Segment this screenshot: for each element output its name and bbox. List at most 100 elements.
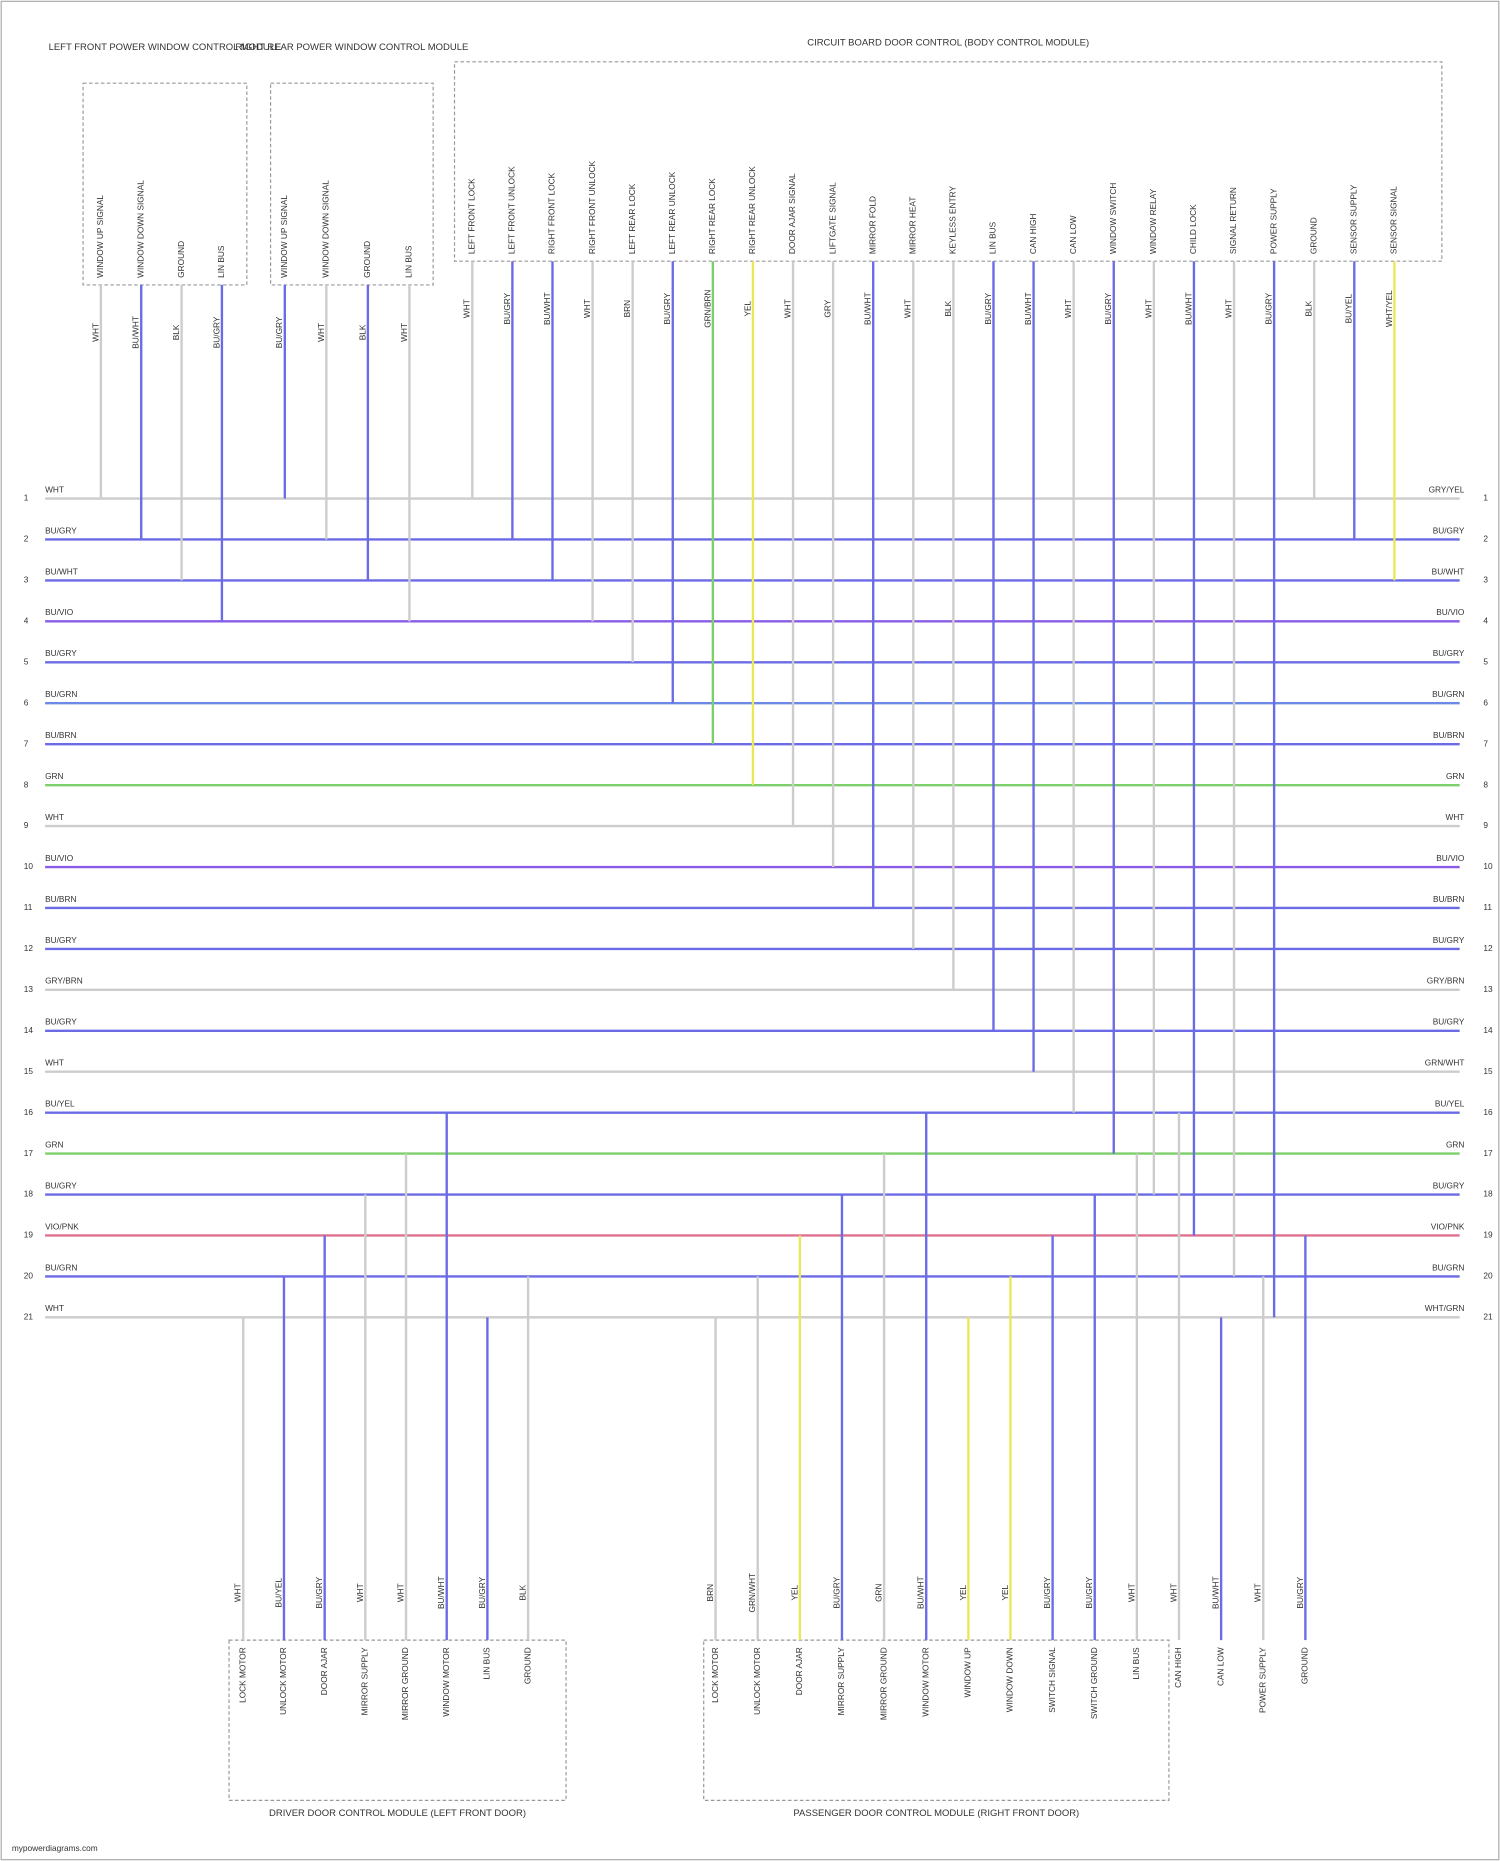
pin-name: RIGHT FRONT UNLOCK [587,160,597,254]
pin-number: 9 [24,820,29,830]
wire-label: BU/GRN [45,689,77,699]
wire-label: WHT [45,484,64,494]
pin-name: DOOR AJAR [319,1647,329,1695]
wire-label: BU/GRN [1432,689,1464,699]
wire-label: WHT [45,1058,64,1068]
wire-label: BU/GRY [314,1576,324,1608]
wire-label: BU/BRN [45,730,76,740]
wire-label: WHT [399,323,409,342]
wire-label: BU/BRN [1433,730,1464,740]
pin-name: LEFT REAR LOCK [627,183,637,254]
pin-number: 19 [24,1230,34,1240]
pin-name: WINDOW MOTOR [920,1647,930,1716]
wire-label: YEL [1000,1584,1010,1600]
wire-label: BU/GRY [45,935,77,945]
pin-number: 10 [24,861,34,871]
wire-label: BU/GRY [1433,1017,1465,1027]
pin-name: LIN BUS [404,245,414,278]
pin-number: 10 [1483,861,1493,871]
wire-label: BLK [171,324,181,340]
pin-number: 5 [24,656,29,666]
pin-name: LOCK MOTOR [237,1647,247,1703]
pin-number: 15 [24,1066,34,1076]
pin-number: 3 [24,575,29,585]
wire-label: BU/YEL [45,1099,75,1109]
wire-label: BLK [357,324,367,340]
wire-label: BU/GRY [1084,1576,1094,1608]
pin-number: 8 [1483,779,1488,789]
pin-name: RIGHT REAR LOCK [707,178,717,254]
pin-number: 17 [24,1148,34,1158]
pin-name: MIRROR HEAT [907,197,917,254]
pin-number: 5 [1483,656,1488,666]
pin-name: CHILD LOCK [1188,204,1198,254]
pin-name: POWER SUPPLY [1268,188,1278,254]
wire-label: YEL [742,300,752,316]
wire-label: WHT [1223,299,1233,318]
pin-name: LIN BUS [216,245,226,278]
pin-name: WINDOW SWITCH [1108,183,1118,254]
wire-label: BU/GRY [274,316,284,348]
wire-label: WHT [395,1583,405,1602]
pin-name: UNLOCK MOTOR [278,1647,288,1715]
pin-name: WINDOW DOWN SIGNAL [135,180,145,278]
pin-name: RIGHT FRONT LOCK [547,172,557,254]
pin-name: DOOR AJAR SIGNAL [787,173,797,254]
pin-name: MIRROR GROUND [878,1647,888,1720]
wire-label: WHT [45,812,64,822]
pin-number: 8 [24,779,29,789]
wire-label: BU/VIO [1436,853,1465,863]
module-box [453,61,1443,262]
pin-name: LIFTGATE SIGNAL [827,182,837,254]
wire-label: BU/GRN [1432,1262,1464,1272]
pin-name: SIGNAL RETURN [1228,187,1238,254]
wire-label: GRN/BRN [702,290,712,328]
pin-number: 6 [1483,697,1488,707]
pin-name: GROUND [362,241,372,278]
pin-number: 2 [24,534,29,544]
wire-label: WHT [233,1583,243,1602]
wire-label: GRY/BRN [1427,976,1465,986]
pin-number: 17 [1483,1148,1493,1158]
pin-name: GROUND [522,1647,532,1684]
wire-label: BU/GRY [983,292,993,324]
wire-label: BU/GRY [831,1576,841,1608]
pin-name: LIN BUS [482,1647,492,1680]
wire-label: BU/GRN [45,1262,77,1272]
pin-number: 7 [24,738,29,748]
pin-name: CAN LOW [1215,1647,1225,1686]
wire-label: WHT [1063,299,1073,318]
footer: mypowerdiagrams.com [12,1843,98,1853]
wire-label: BU/VIO [1436,607,1465,617]
pin-number: 4 [24,616,29,626]
module-title: PASSENGER DOOR CONTROL MODULE (RIGHT FRO… [793,1808,1079,1819]
wire-label: BU/GRY [45,648,77,658]
wire-label: BU/WHT [131,316,141,349]
pin-number: 7 [1483,738,1488,748]
wire-label: BU/WHT [916,1576,926,1609]
wire-label: WHT [1445,812,1464,822]
wire-label: BU/GRY [1042,1576,1052,1608]
wire-label: BU/WHT [863,292,873,325]
wire-label: BU/YEL [1344,294,1354,324]
pin-name: CAN HIGH [1173,1647,1183,1688]
pin-name: LIN BUS [1131,1647,1141,1680]
wire-label: WHT [1168,1583,1178,1602]
pin-number: 21 [24,1312,34,1322]
wire-label: BU/GRY [211,316,221,348]
wire-label: BRN [622,300,632,318]
wire-label: BRN [705,1584,715,1602]
wire-label: WHT [90,323,100,342]
pin-name: SWITCH SIGNAL [1047,1647,1057,1713]
pin-name: MIRROR FOLD [867,196,877,254]
wire-label: BU/GRY [1433,1180,1465,1190]
pin-number: 13 [24,984,34,994]
wire-label: BU/WHT [436,1576,446,1609]
wire-label: GRY [823,299,833,317]
wire-label: BLK [1304,300,1314,316]
wire-label: BU/YEL [1435,1099,1465,1109]
pin-name: UNLOCK MOTOR [752,1647,762,1715]
wire-label: WHT [1126,1583,1136,1602]
module-title: DRIVER DOOR CONTROL MODULE (LEFT FRONT D… [269,1808,526,1819]
